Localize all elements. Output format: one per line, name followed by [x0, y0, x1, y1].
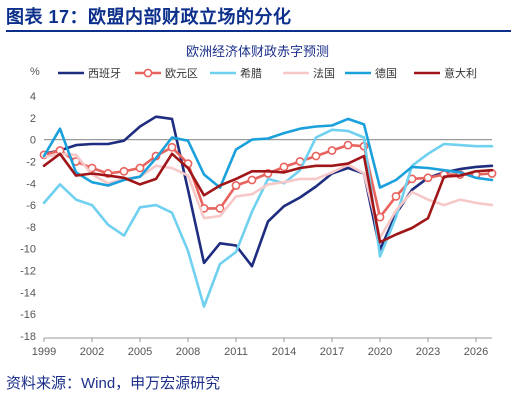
source-note: 资料来源：Wind，申万宏源研究	[6, 375, 221, 392]
series-point-2	[311, 151, 321, 161]
series-point-2	[279, 162, 289, 172]
y-axis-unit: %	[30, 66, 40, 78]
axes: % 4 2 0 -2 -4 -6 -8 -10 -12 -14 -16 -18 1999 2002 2005 2…	[20, 66, 492, 358]
series-lines	[39, 115, 497, 308]
title-divider	[6, 30, 511, 32]
y-tick-label: 2	[30, 113, 36, 125]
series-point-2	[327, 146, 337, 155]
y-tick-label: 0	[30, 135, 36, 147]
series-line-5	[42, 117, 494, 189]
x-tick-label: 2017	[320, 346, 344, 358]
series-line-3	[42, 128, 494, 308]
y-tick-label: -4	[26, 178, 36, 190]
y-tick-label: 4	[30, 91, 36, 103]
series-point-2	[247, 175, 257, 185]
legend-label: 西班牙	[88, 67, 121, 80]
y-tick-label: -12	[20, 266, 36, 278]
series-line-1	[42, 115, 494, 268]
series-point-2	[343, 140, 353, 150]
x-tick-label: 1999	[32, 346, 56, 358]
series-line-6	[42, 152, 494, 244]
y-tick-label: -16	[20, 309, 36, 321]
series-point-2	[391, 191, 401, 201]
page-title: 图表 17：欧盟内部财政立场的分化	[6, 7, 292, 27]
y-tick-label: -2	[26, 156, 36, 168]
y-tick-label: -14	[20, 287, 36, 299]
legend: 西班牙 欧元区 希腊 法国 德国 意大利	[58, 66, 477, 80]
x-tick-label: 2002	[80, 346, 104, 358]
y-tick-label: -6	[26, 200, 36, 212]
x-tick-label: 2020	[368, 346, 392, 358]
x-tick-label: 2026	[464, 346, 488, 358]
series-point-2	[375, 212, 385, 222]
x-tick-label: 2023	[416, 346, 440, 358]
legend-label: 德国	[375, 66, 397, 80]
series-point-2	[119, 166, 129, 176]
series-point-2	[231, 181, 241, 190]
legend-label: 法国	[313, 66, 335, 80]
series-point-2	[135, 163, 145, 173]
series-point-2	[167, 142, 177, 152]
y-tick-label: -8	[26, 222, 36, 234]
x-tick-label: 2011	[224, 346, 248, 358]
legend-label: 意大利	[444, 66, 477, 80]
series-point-2	[87, 163, 97, 173]
x-tick-label: 2005	[128, 346, 152, 358]
legend-marker	[143, 68, 153, 78]
legend-label: 欧元区	[165, 67, 198, 80]
x-tick-label: 2014	[272, 346, 296, 358]
series-line-4	[42, 152, 494, 240]
x-tick-label: 2008	[176, 346, 200, 358]
legend-label: 希腊	[240, 66, 262, 80]
y-tick-label: -18	[20, 331, 36, 343]
y-tick-label: -10	[20, 244, 36, 256]
series-point-2	[215, 203, 225, 213]
series-point-2	[423, 173, 433, 183]
chart-title: 欧洲经济体财政赤字预测	[185, 44, 329, 59]
